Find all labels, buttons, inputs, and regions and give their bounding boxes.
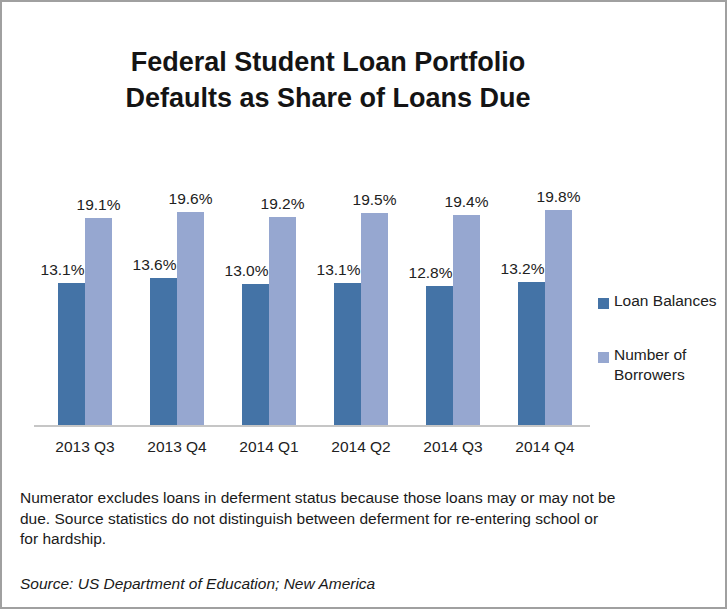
x-axis-label: 2014 Q4 — [500, 438, 590, 456]
bar-loan-balances — [334, 283, 361, 426]
data-label: 19.1% — [67, 196, 131, 214]
legend-item: Loan Balances — [598, 293, 722, 311]
x-axis-label: 2014 Q1 — [224, 438, 314, 456]
legend-marker-icon — [598, 298, 609, 309]
bar-number-of-borrowers — [361, 213, 388, 426]
bar-number-of-borrowers — [269, 217, 296, 426]
bar-loan-balances — [518, 282, 545, 426]
source-line: Source: US Department of Education; New … — [20, 575, 720, 593]
x-axis-line — [34, 425, 590, 427]
data-label: 19.2% — [251, 195, 315, 213]
bar-number-of-borrowers — [177, 212, 204, 426]
chart-title: Federal Student Loan Portfolio Defaults … — [28, 44, 628, 116]
legend-label: Number of Borrowers — [614, 345, 722, 385]
footnote: Numerator excludes loans in deferment st… — [20, 488, 720, 550]
chart-frame: Federal Student Loan Portfolio Defaults … — [0, 0, 727, 609]
legend-item: Number of Borrowers — [598, 347, 722, 385]
x-axis-label: 2014 Q3 — [408, 438, 498, 456]
data-label: 19.5% — [343, 191, 407, 209]
x-axis-label: 2014 Q2 — [316, 438, 406, 456]
data-label: 19.4% — [435, 193, 499, 211]
legend-marker-icon — [598, 352, 609, 363]
bar-loan-balances — [242, 284, 269, 426]
x-axis-label: 2013 Q3 — [40, 438, 130, 456]
x-axis-label: 2013 Q4 — [132, 438, 222, 456]
data-label: 19.6% — [159, 190, 223, 208]
data-label: 19.8% — [527, 188, 591, 206]
bar-number-of-borrowers — [453, 215, 480, 426]
legend-label: Loan Balances — [614, 291, 722, 311]
bar-loan-balances — [58, 283, 85, 426]
bar-number-of-borrowers — [545, 210, 572, 426]
bar-number-of-borrowers — [85, 218, 112, 426]
bar-loan-balances — [426, 286, 453, 426]
bar-loan-balances — [150, 278, 177, 426]
